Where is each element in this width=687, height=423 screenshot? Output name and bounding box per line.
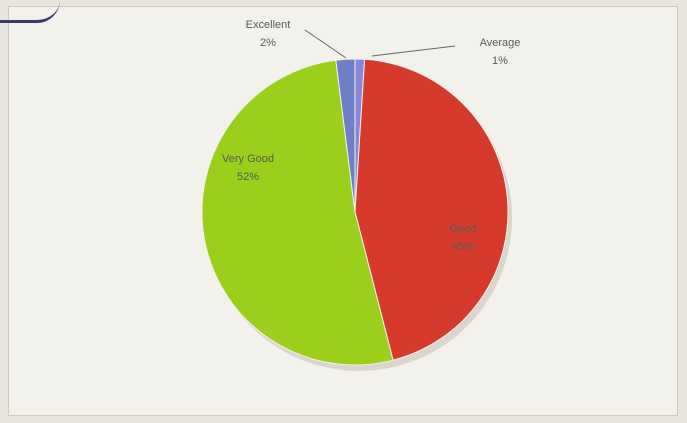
slice-label: Average (480, 37, 521, 49)
slice-label: Good (450, 223, 477, 235)
corner-mark (0, 0, 60, 23)
slice-value-label: 45% (452, 241, 474, 253)
slice-value-label: 2% (260, 37, 276, 49)
pie-slice-excellent (335, 58, 356, 213)
pie-slice-good (354, 58, 509, 361)
slice-label: Excellent (246, 19, 291, 31)
slice-label: Very Good (222, 153, 274, 165)
leader-line (371, 45, 456, 57)
leader-line (304, 29, 347, 59)
slice-value-label: 52% (237, 171, 259, 183)
slice-value-label: 1% (492, 55, 508, 67)
